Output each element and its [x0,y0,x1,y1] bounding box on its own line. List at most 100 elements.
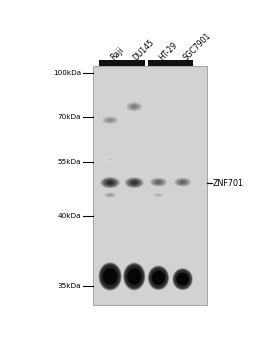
Ellipse shape [130,271,139,282]
Ellipse shape [153,193,164,197]
Ellipse shape [134,182,135,183]
Ellipse shape [102,116,118,124]
Ellipse shape [127,103,141,111]
Ellipse shape [106,118,114,122]
Ellipse shape [109,182,110,183]
Ellipse shape [109,195,112,196]
Ellipse shape [177,179,188,185]
Ellipse shape [131,272,138,281]
Ellipse shape [129,104,140,110]
Ellipse shape [179,275,186,283]
Ellipse shape [149,267,168,288]
Ellipse shape [152,271,165,285]
Ellipse shape [105,158,115,161]
Ellipse shape [123,262,145,290]
Ellipse shape [157,276,160,280]
Ellipse shape [107,272,113,281]
Ellipse shape [127,102,142,111]
Ellipse shape [104,157,116,161]
Ellipse shape [131,105,138,108]
Ellipse shape [156,275,161,281]
Ellipse shape [109,275,112,278]
Ellipse shape [132,105,137,108]
Ellipse shape [126,178,143,187]
Ellipse shape [153,180,164,185]
Ellipse shape [107,158,114,160]
Ellipse shape [130,104,138,109]
Text: ZNF701: ZNF701 [213,179,244,188]
Ellipse shape [106,158,114,161]
Ellipse shape [104,179,116,186]
Ellipse shape [109,159,111,160]
Ellipse shape [126,102,142,111]
Ellipse shape [158,277,159,278]
Ellipse shape [174,270,191,288]
Ellipse shape [128,269,140,284]
Ellipse shape [153,179,164,185]
Ellipse shape [105,270,115,283]
Ellipse shape [108,273,113,279]
Ellipse shape [181,278,184,281]
Ellipse shape [102,117,118,124]
Ellipse shape [156,194,161,196]
Ellipse shape [102,178,118,187]
Ellipse shape [155,194,162,196]
Ellipse shape [103,192,117,198]
Ellipse shape [180,276,186,282]
Text: 40kDa: 40kDa [57,213,81,219]
Ellipse shape [131,181,138,185]
Ellipse shape [149,177,167,187]
Ellipse shape [107,158,113,160]
Ellipse shape [175,271,190,287]
Ellipse shape [150,267,167,288]
Ellipse shape [176,178,190,186]
Ellipse shape [176,271,190,287]
Ellipse shape [152,193,165,197]
Ellipse shape [178,274,187,284]
Ellipse shape [106,194,114,197]
Ellipse shape [131,181,138,185]
Ellipse shape [133,182,135,183]
Ellipse shape [99,264,121,289]
Ellipse shape [103,268,117,285]
Ellipse shape [108,194,112,196]
Ellipse shape [152,179,165,185]
Ellipse shape [106,193,115,197]
Ellipse shape [133,275,135,278]
Ellipse shape [157,195,160,196]
Ellipse shape [102,267,118,286]
Ellipse shape [179,180,186,184]
Ellipse shape [157,276,160,279]
Ellipse shape [133,106,135,107]
Ellipse shape [134,276,135,277]
Ellipse shape [109,182,111,183]
Ellipse shape [133,106,136,107]
Ellipse shape [106,180,114,185]
Text: Raji: Raji [109,46,126,62]
Ellipse shape [108,182,112,184]
Ellipse shape [126,267,142,286]
Ellipse shape [104,193,116,197]
Ellipse shape [154,180,163,184]
Text: 100kDa: 100kDa [53,70,81,76]
Ellipse shape [103,117,117,124]
Ellipse shape [174,178,191,186]
Ellipse shape [132,181,137,184]
Ellipse shape [153,193,164,197]
Ellipse shape [149,267,168,289]
Ellipse shape [173,268,192,290]
Ellipse shape [176,273,189,286]
Ellipse shape [99,262,122,291]
Ellipse shape [105,118,115,123]
Ellipse shape [174,271,191,288]
Ellipse shape [108,181,112,184]
Ellipse shape [107,119,113,122]
Ellipse shape [102,266,118,287]
Ellipse shape [180,276,185,282]
Ellipse shape [107,194,113,196]
Ellipse shape [182,279,183,280]
Ellipse shape [126,178,142,187]
Ellipse shape [131,105,138,109]
Ellipse shape [105,118,115,122]
Ellipse shape [132,274,136,279]
